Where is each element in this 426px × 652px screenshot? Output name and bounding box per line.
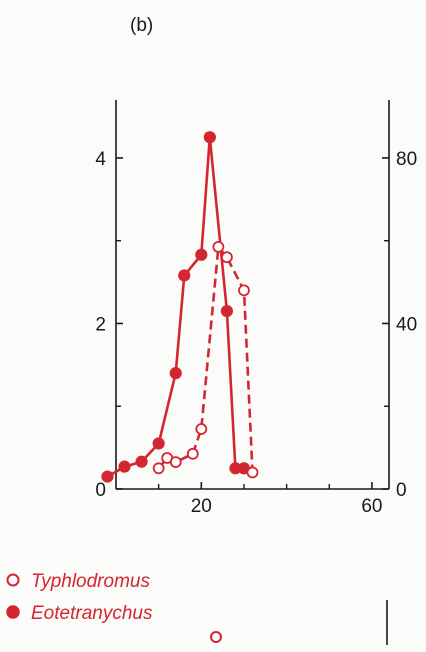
point-eotetranychus-8 — [220, 304, 234, 318]
series-line-typhlodromus — [157, 245, 254, 473]
page-fragments — [210, 600, 388, 645]
series-layer — [101, 131, 259, 483]
y-tick-label-4: 4 — [95, 149, 106, 170]
point-typhlodromus-4 — [195, 423, 208, 435]
legend-marker-eotetranychus — [6, 605, 20, 619]
stray-open-marker — [210, 631, 222, 643]
point-typhlodromus-6 — [221, 251, 233, 264]
point-typhlodromus-2 — [169, 456, 182, 469]
point-typhlodromus-7 — [238, 284, 250, 297]
y2-tick-label-0: 0 — [396, 480, 407, 501]
y2-tick-label-40: 40 — [396, 314, 417, 335]
point-eotetranychus-7 — [203, 131, 216, 144]
legend: Typhlodromus Eotetranychus — [6, 571, 153, 624]
legend-marker-typhlodromus — [6, 573, 20, 587]
point-typhlodromus-3 — [186, 447, 199, 460]
point-typhlodromus-0 — [152, 462, 165, 475]
point-eotetranychus-1 — [118, 460, 131, 473]
point-eotetranychus-3 — [152, 437, 165, 450]
point-typhlodromus-5 — [212, 241, 225, 253]
panel-label: (b) — [130, 15, 153, 36]
point-eotetranychus-2 — [135, 455, 148, 468]
x-tick-label-60: 60 — [361, 496, 382, 517]
y-tick-label-0: 0 — [95, 480, 106, 501]
legend-label-typhlodromus: Typhlodromus — [31, 571, 150, 592]
series-eotetranychus — [101, 131, 251, 483]
x-tick-label-20: 20 — [191, 496, 212, 517]
point-eotetranychus-4 — [169, 367, 182, 380]
series-typhlodromus — [152, 241, 259, 479]
point-typhlodromus-8 — [246, 466, 259, 479]
point-eotetranychus-6 — [195, 248, 208, 261]
legend-label-eotetranychus: Eotetranychus — [31, 603, 153, 624]
y-tick-label-2: 2 — [95, 314, 106, 335]
point-eotetranychus-5 — [178, 269, 191, 282]
y2-tick-label-80: 80 — [396, 149, 417, 170]
point-eotetranychus-0 — [101, 470, 114, 483]
